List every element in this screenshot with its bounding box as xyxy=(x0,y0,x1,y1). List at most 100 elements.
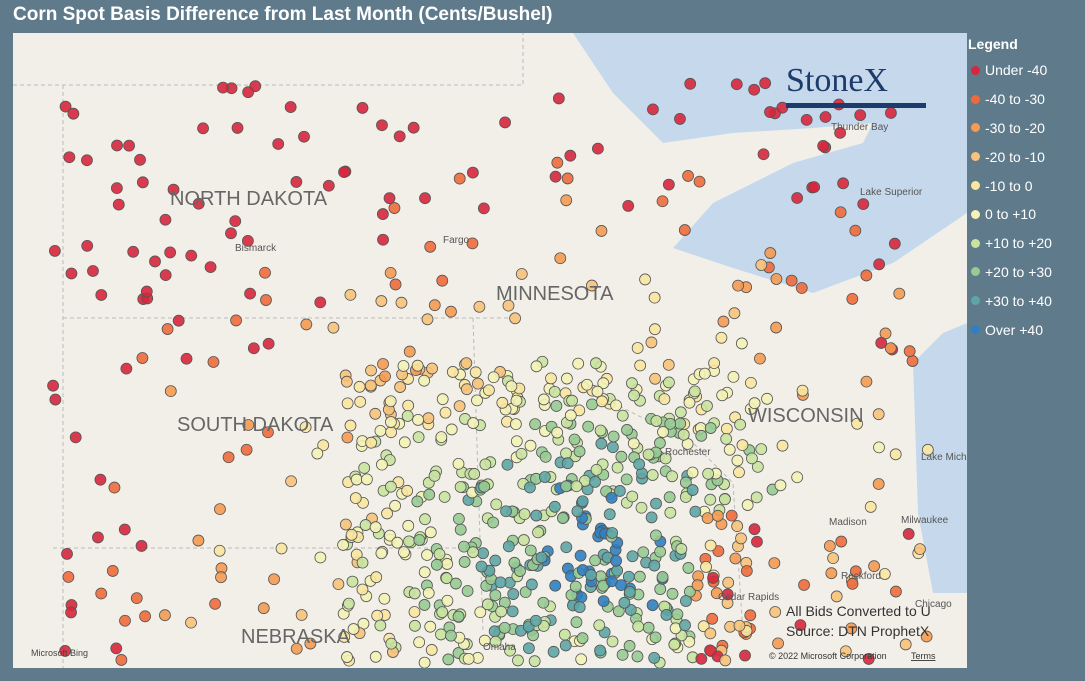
station-dot xyxy=(468,468,481,480)
station-dot xyxy=(654,545,667,558)
station-dot xyxy=(834,126,847,139)
legend-swatch xyxy=(971,238,980,248)
station-dot xyxy=(689,505,702,518)
station-dot xyxy=(590,357,602,370)
station-dot xyxy=(657,426,669,438)
station-dot xyxy=(472,377,484,390)
station-dot xyxy=(446,366,459,378)
station-dot xyxy=(412,431,425,444)
station-dot xyxy=(722,576,735,589)
station-dot xyxy=(314,296,327,309)
station-dot xyxy=(662,358,675,371)
station-dot xyxy=(483,384,495,397)
station-dot xyxy=(637,546,650,559)
station-dot xyxy=(539,450,552,463)
station-dot xyxy=(524,481,536,494)
station-dot xyxy=(569,580,582,593)
station-dot xyxy=(590,463,603,476)
station-dot xyxy=(428,469,441,482)
station-dot xyxy=(664,417,677,430)
station-dot xyxy=(192,197,205,210)
station-dot xyxy=(785,274,798,287)
map: NORTH DAKOTA SOUTH DAKOTA MINNESOTA WISCONS… xyxy=(13,33,967,668)
station-dot xyxy=(59,100,72,113)
legend-swatch xyxy=(971,209,980,219)
station-dot xyxy=(369,521,382,534)
station-dot xyxy=(428,299,441,312)
provider: Microsoft Bing xyxy=(31,648,88,658)
station-dot xyxy=(383,192,396,205)
station-dot xyxy=(658,393,671,406)
station-dot xyxy=(344,288,357,301)
station-dot xyxy=(796,384,809,397)
station-dot xyxy=(94,473,107,486)
station-dot xyxy=(449,577,462,590)
station-dot xyxy=(666,587,679,600)
station-dot xyxy=(436,274,449,287)
station-dot xyxy=(403,535,415,548)
station-dot xyxy=(403,345,416,358)
station-dot xyxy=(59,645,72,657)
station-dot xyxy=(776,439,789,452)
legend-label: 0 to +10 xyxy=(985,206,1036,223)
station-dot xyxy=(487,516,500,529)
station-dot xyxy=(635,501,648,514)
legend-title: Legend xyxy=(968,36,1018,52)
station-dot xyxy=(419,513,431,526)
station-dot xyxy=(839,645,852,658)
station-dot xyxy=(268,573,280,586)
station-dot xyxy=(586,398,598,411)
station-dot xyxy=(906,355,919,367)
station-dot xyxy=(87,265,99,277)
station-dot xyxy=(475,560,488,573)
station-dot xyxy=(408,606,421,618)
station-dot xyxy=(620,473,633,486)
station-dot xyxy=(394,381,407,393)
station-dot xyxy=(616,648,629,661)
station-dot xyxy=(506,605,519,618)
station-dot xyxy=(688,385,701,398)
station-dot xyxy=(341,397,354,410)
station-dot xyxy=(538,471,551,483)
station-dot xyxy=(733,466,745,479)
station-dot xyxy=(161,323,174,335)
station-dot xyxy=(634,359,647,372)
legend-label: +10 to +20 xyxy=(985,235,1052,252)
station-dot xyxy=(327,321,340,334)
station-dot xyxy=(650,415,663,427)
station-dot xyxy=(899,638,912,651)
station-dot xyxy=(504,644,516,657)
place-label: Bismarck xyxy=(235,243,277,254)
legend-label: +30 to +40 xyxy=(985,292,1052,309)
station-dot xyxy=(422,587,435,599)
state-label: MINNESOTA xyxy=(496,283,614,305)
station-dot xyxy=(751,460,764,473)
station-dot xyxy=(340,375,353,388)
place-label: Rockford xyxy=(841,571,881,582)
station-dot xyxy=(550,400,563,412)
station-dot xyxy=(159,213,172,226)
station-dot xyxy=(827,552,839,565)
station-dot xyxy=(872,408,885,421)
station-dot xyxy=(515,268,528,280)
station-dot xyxy=(671,608,684,621)
station-dot xyxy=(529,418,542,431)
terms[interactable]: Terms xyxy=(911,651,936,661)
station-dot xyxy=(344,419,357,432)
station-dot xyxy=(401,484,414,497)
station-dot xyxy=(377,233,389,246)
station-dot xyxy=(725,509,738,522)
station-dot xyxy=(495,605,508,618)
station-dot xyxy=(481,598,494,611)
station-dot xyxy=(311,447,324,460)
station-dot xyxy=(659,452,672,465)
station-dot xyxy=(385,416,397,428)
station-dot xyxy=(489,554,502,567)
station-dot xyxy=(764,247,777,259)
station-dot xyxy=(632,620,645,633)
station-dot xyxy=(225,227,237,240)
station-dot xyxy=(389,278,402,291)
station-dot xyxy=(118,523,131,536)
station-dot xyxy=(868,560,880,573)
